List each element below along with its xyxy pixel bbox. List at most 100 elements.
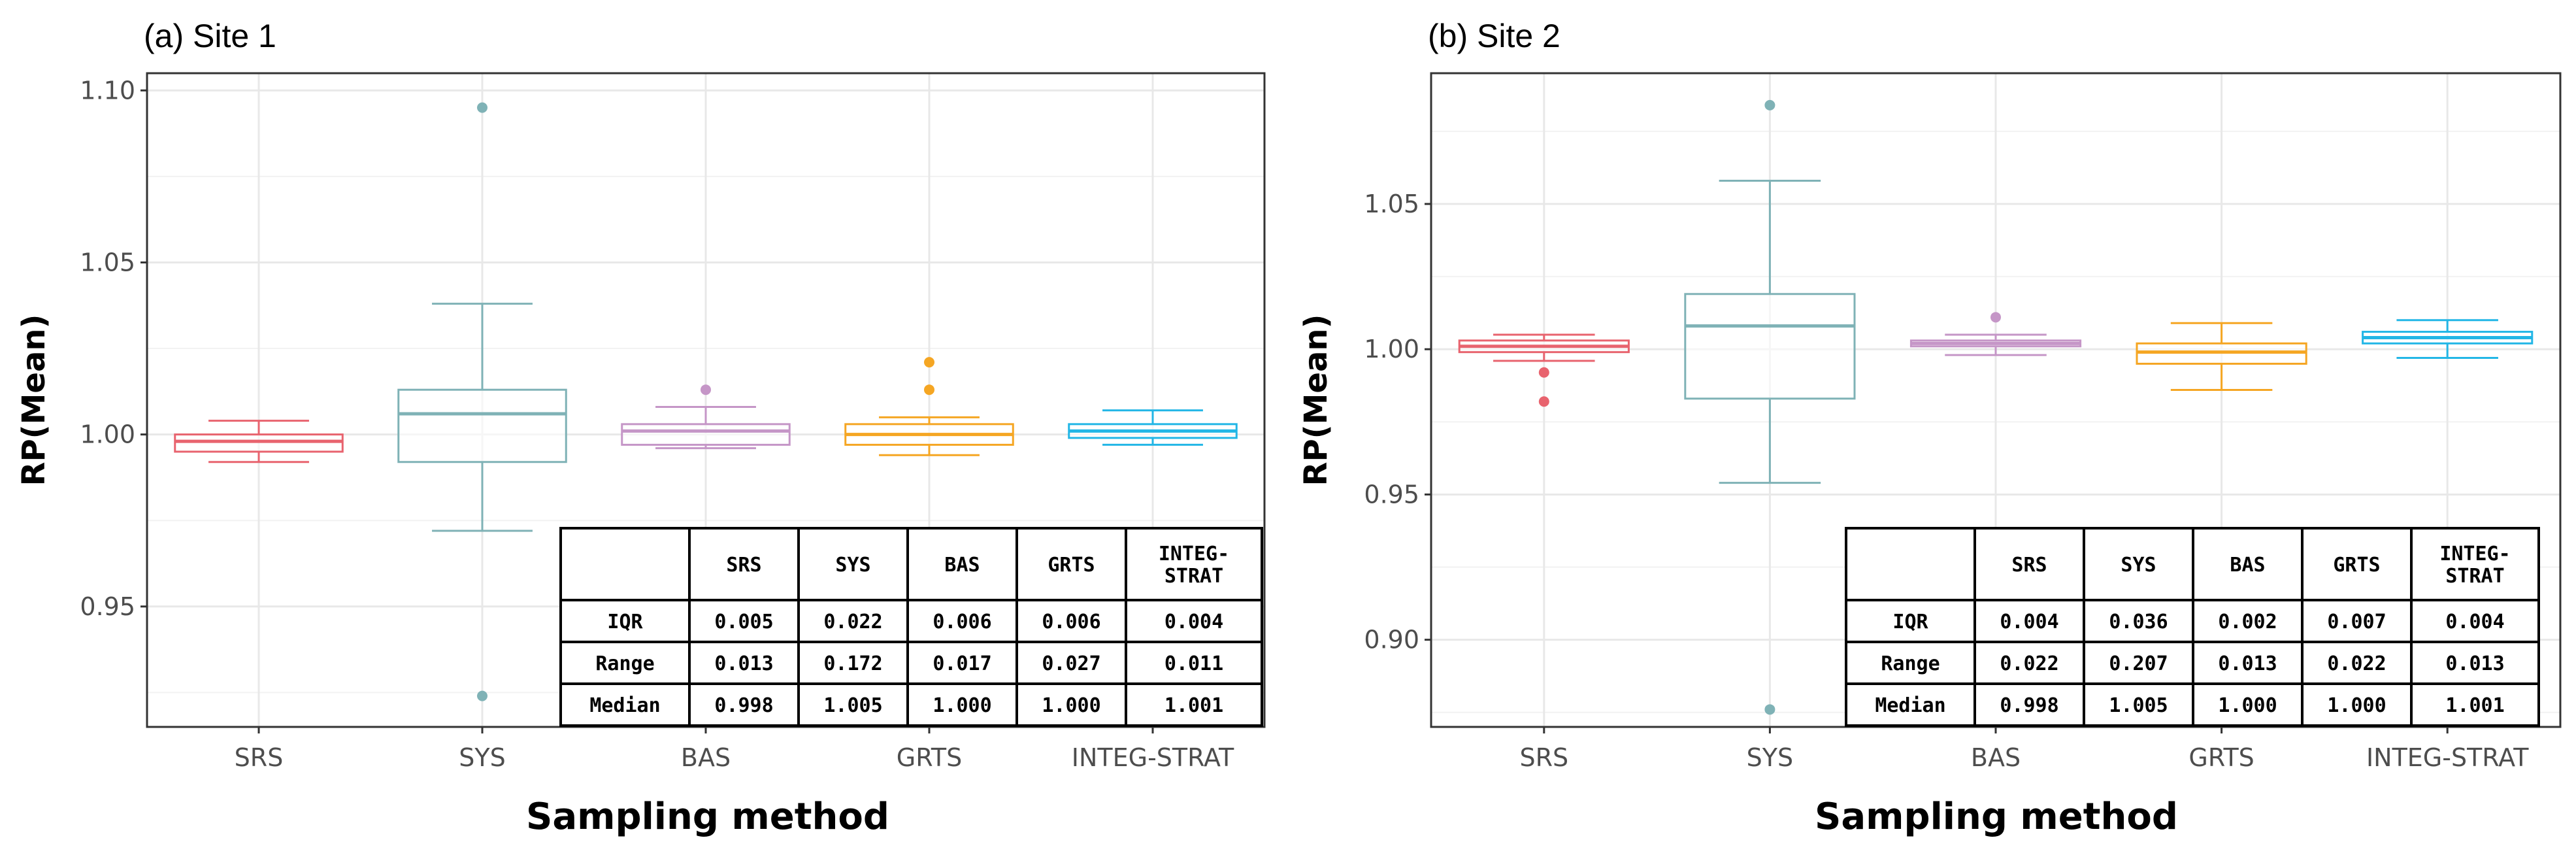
table-cell: 0.004 [1164,611,1223,633]
box-integ-strat [1068,409,1238,446]
table-cell-line: 0.013 [2445,652,2504,675]
table-cell-line: 0.007 [2327,611,2386,633]
box-sys [397,102,567,701]
x-tick-label: SRS [235,743,284,772]
table-cell-line: 0.005 [714,611,773,633]
outlier-point [1990,312,2001,323]
table-cell: 0.207 [2109,652,2168,675]
x-tick-label: GRTS [897,743,962,772]
panel-site-2: (b) Site 2 0.90 0.95 1.00 1.05 SRS SYS BAS GRTS I… [1298,18,2562,838]
panel-title: (a) Site 1 [144,18,276,54]
y-tick-label: 1.10 [80,76,135,105]
box-iqr [621,423,791,446]
table-cell: 0.004 [2445,611,2504,633]
table-cell-line: STRAT [1164,565,1223,588]
x-tick-label: BAS [1971,743,2021,772]
x-tick-label: SYS [1747,743,1793,772]
table-cell-line: Median [1875,694,1945,717]
table-cell: 1.000 [933,694,991,717]
table-cell-line: 0.998 [2000,694,2058,717]
table-cell-line: Range [595,652,654,675]
y-tick-label: 1.05 [1364,190,1419,218]
x-axis-label: Sampling method [1815,796,2178,838]
table-cell-line: 1.000 [1042,694,1100,717]
summary-table: SRS SYS BAS GRTS INTEG-STRAT IQR 0.005 0.022 0.0… [559,527,1263,727]
table-cell-line: IQR [607,611,643,633]
box-sys [1684,99,1856,715]
box-iqr [1684,293,1856,400]
table-cell-line: 0.017 [933,652,991,675]
table-header-cell: SRS [2011,554,2047,577]
table-cell: 0.007 [2327,611,2386,633]
table-header-cell: SRS [726,554,761,577]
table-cell-line: 0.027 [1042,652,1100,675]
table-cell-line: 0.022 [2000,652,2058,675]
table-cell: 0.002 [2218,611,2277,633]
x-tick-label: SYS [459,743,505,772]
table-cell-line: SYS [835,554,870,577]
table-cell-line: SRS [726,554,761,577]
table-cell-line: 1.000 [2218,694,2277,717]
summary-table: SRS SYS BAS GRTS INTEG-STRAT IQR 0.004 0.036 0.0… [1845,527,2540,727]
table-cell-line: 0.013 [714,652,773,675]
table-cell-line: 0.998 [714,694,773,717]
table-cell: 1.000 [2218,694,2277,717]
table-cell-line: 0.172 [823,652,882,675]
outlier-point [1538,396,1549,407]
y-tick-label: 0.95 [80,592,135,621]
table-cell-line: INTEG- [1159,543,1229,565]
box-grts [844,357,1014,456]
box-srs [174,420,344,463]
table-header-cell: BAS [2230,554,2265,577]
box-bas [1909,312,2082,356]
table-cell: 1.005 [2109,694,2168,717]
table-cell: 1.001 [2445,694,2504,717]
outlier-point [1764,704,1775,715]
table-cell-line: BAS [944,554,980,577]
table-cell-line: BAS [2230,554,2265,577]
y-axis-label: RP(Mean) [16,314,52,486]
y-tick-label: 0.90 [1364,626,1419,654]
table-cell-line: 0.006 [933,611,991,633]
table-cell: 0.004 [2000,611,2058,633]
table-row-label: Median [589,694,660,717]
table-cell-line: INTEG- [2439,543,2510,565]
panel-title: (b) Site 2 [1428,18,1560,54]
x-tick-label: INTEG-STRAT [1072,743,1234,772]
table-cell-line: 1.001 [1164,694,1223,717]
table-cell: 1.000 [2327,694,2386,717]
table-cell-line: SRS [2011,554,2047,577]
table-cell-line: 1.000 [2327,694,2386,717]
outlier-point [924,384,934,395]
table-cell-line: 1.001 [2445,694,2504,717]
table-header-cell: GRTS [2333,554,2380,577]
table-cell-line: 0.022 [2327,652,2386,675]
table-row-label: IQR [1892,611,1928,633]
outlier-point [701,384,711,395]
table-cell: 1.005 [823,694,882,717]
table-frame [559,527,1263,727]
table-cell: 0.011 [1164,652,1223,675]
table-cell-line: 1.005 [2109,694,2168,717]
table-cell-line: 0.002 [2218,611,2277,633]
box-iqr [397,388,567,463]
table-cell: 0.022 [823,611,882,633]
table-cell: 0.005 [714,611,773,633]
table-cell: 1.001 [1164,694,1223,717]
table-cell-line: 0.004 [2445,611,2504,633]
table-cell-line: IQR [1892,611,1928,633]
table-row-label: Range [595,652,654,675]
table-cell-line: 0.013 [2218,652,2277,675]
table-header-cell: SYS [2121,554,2156,577]
table-cell: 0.172 [823,652,882,675]
outlier-point [1538,367,1549,378]
table-cell-line: GRTS [2333,554,2380,577]
table-cell-line: STRAT [2445,565,2504,588]
table-cell: 0.006 [1042,611,1100,633]
y-tick-label: 1.00 [1364,335,1419,363]
box-iqr [174,433,344,453]
table-cell-line: Median [589,694,660,717]
outlier-point [477,690,487,701]
table-cell: 0.013 [2445,652,2504,675]
